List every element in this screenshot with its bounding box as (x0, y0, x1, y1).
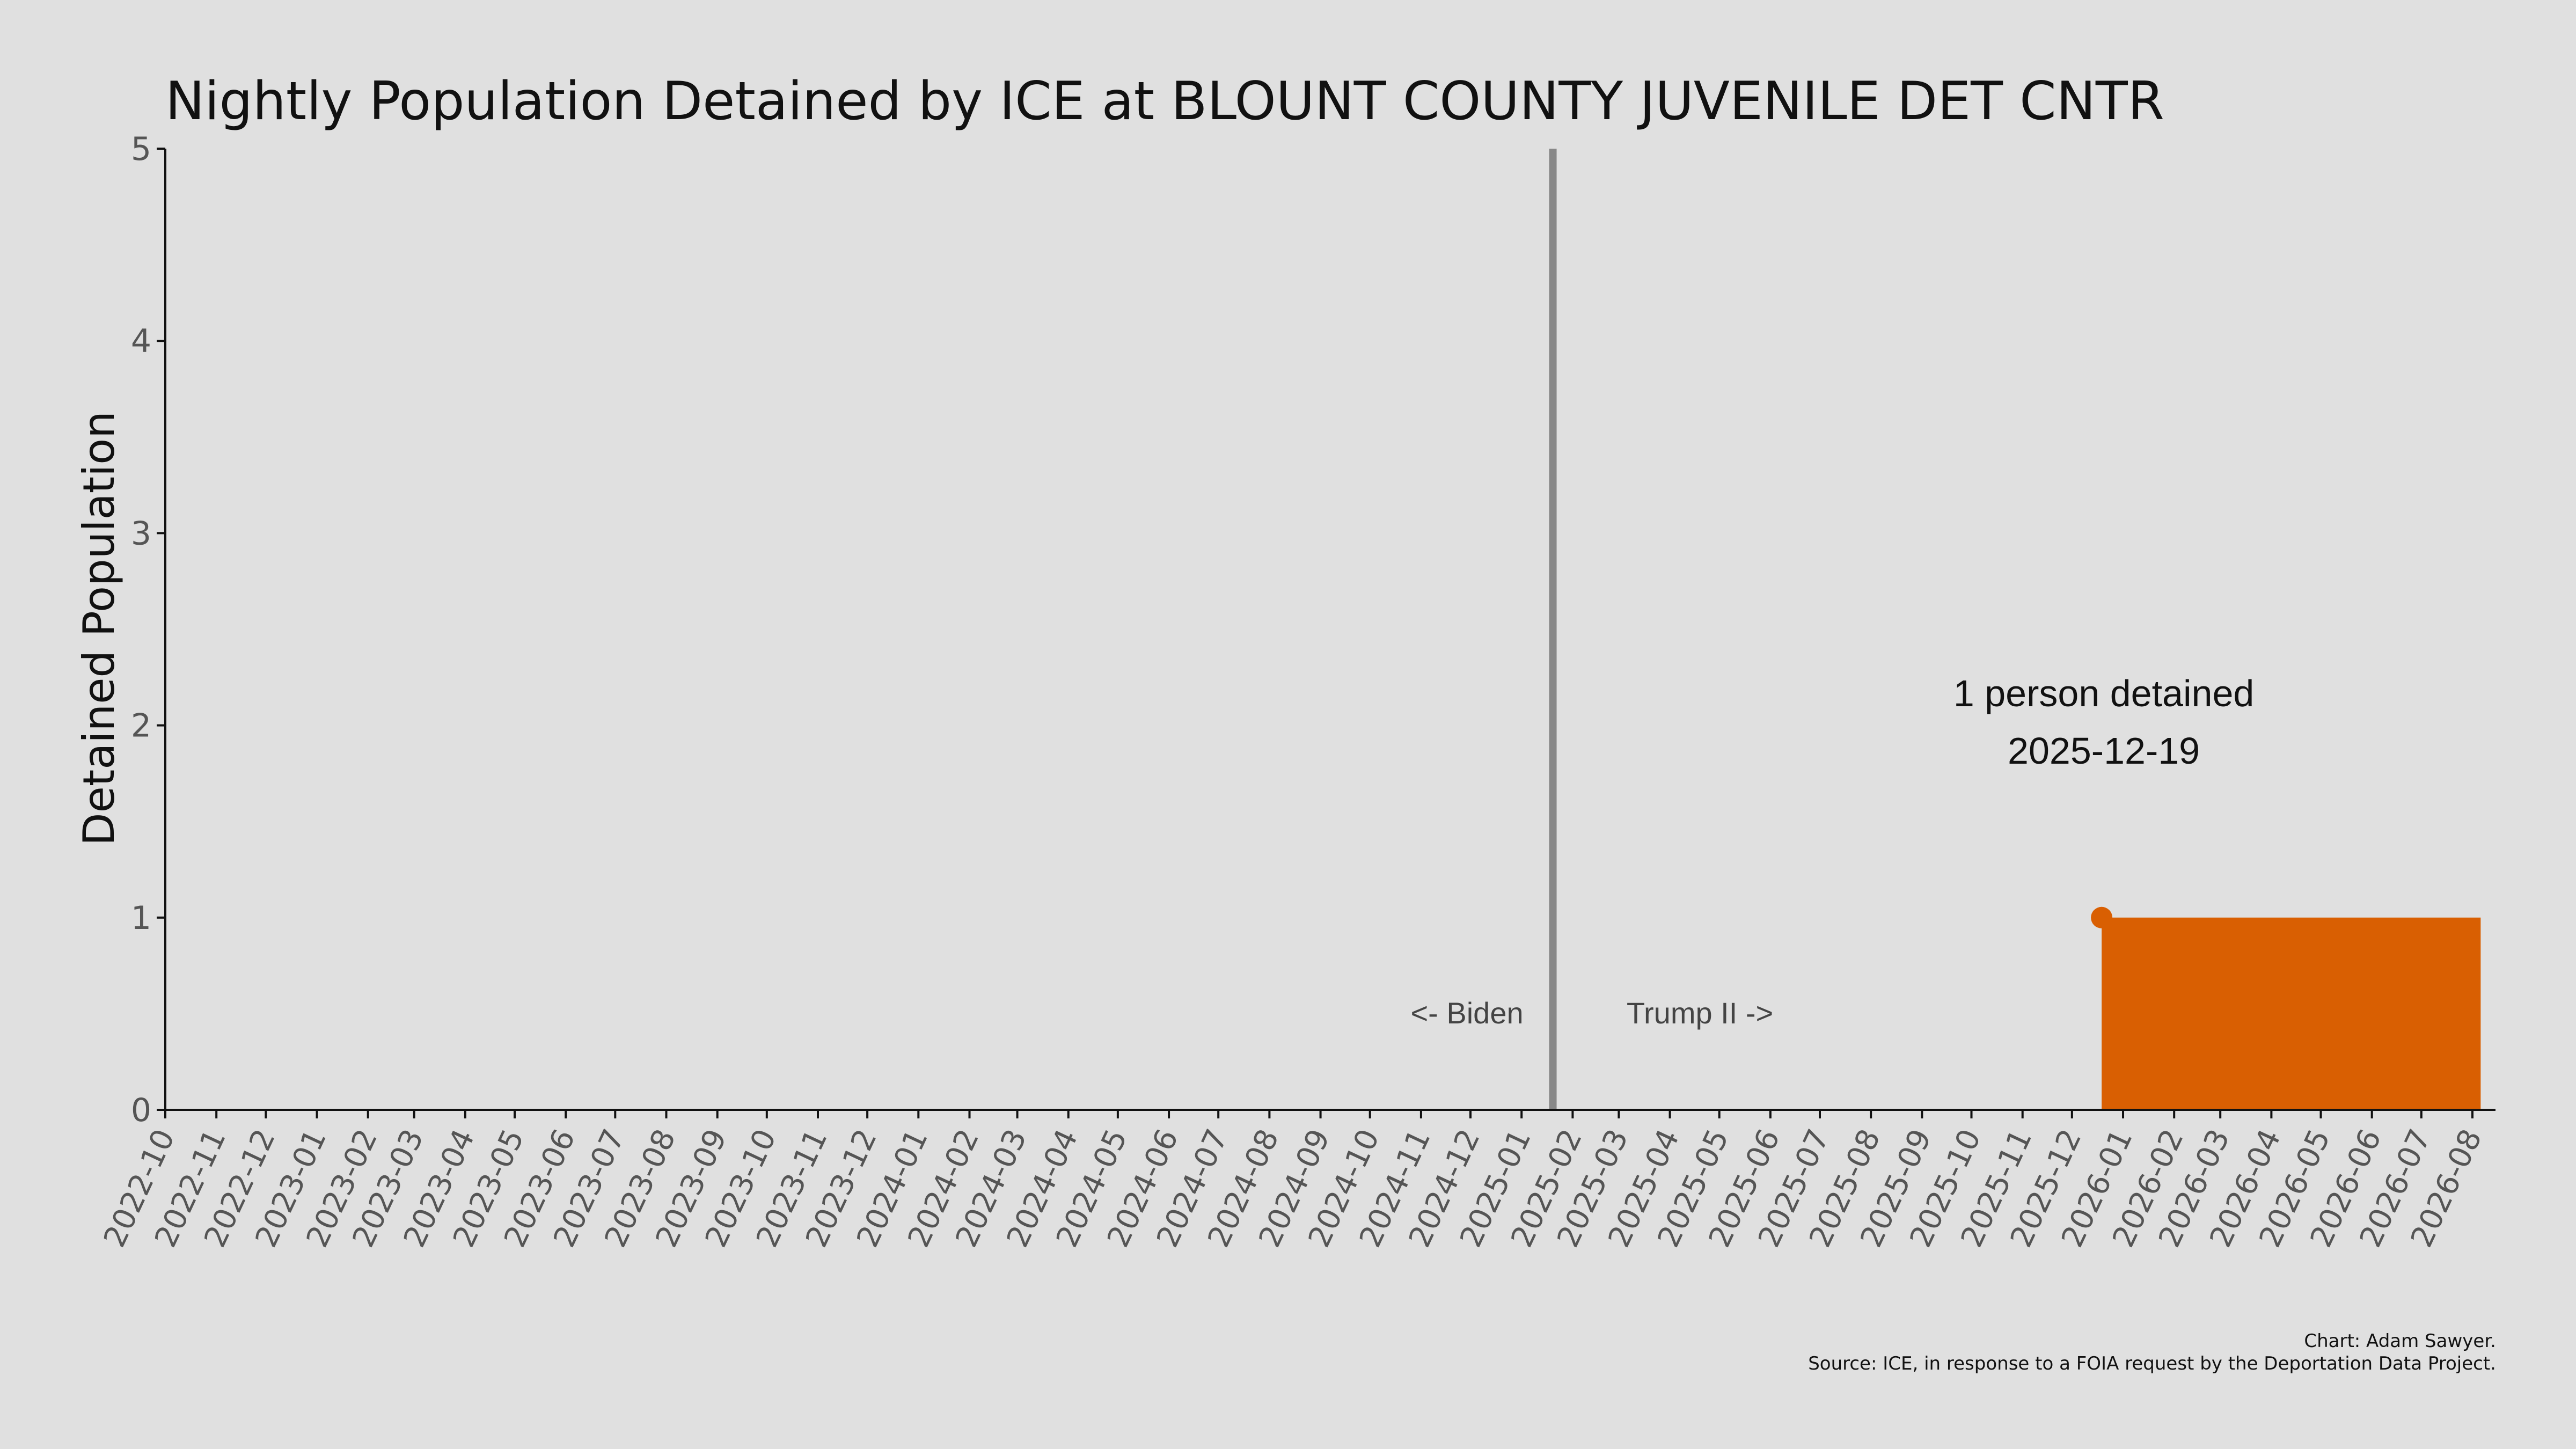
y-tick-label: 1 (131, 899, 151, 937)
highlight-point (2091, 906, 2113, 928)
biden-era-label: <- Biden (1410, 996, 1523, 1030)
y-tick-label: 5 (131, 130, 151, 168)
y-tick-label: 3 (131, 515, 151, 552)
caption-source: Source: ICE, in response to a FOIA reque… (1808, 1353, 2496, 1374)
chart-title: Nightly Population Detained by ICE at BL… (165, 71, 2164, 132)
annotation-date: 2025-12-19 (2008, 730, 2200, 772)
plot-area: 0123452022-102022-112022-122023-012023-0… (97, 130, 2496, 1253)
y-tick-label: 0 (131, 1092, 151, 1129)
caption-credit: Chart: Adam Sawyer. (2304, 1330, 2496, 1352)
y-tick-label: 2 (131, 707, 151, 745)
trump-era-label: Trump II -> (1627, 996, 1773, 1030)
series-area-0 (2102, 917, 2481, 1110)
y-tick-label: 4 (131, 323, 151, 360)
annotation-count: 1 person detained (1953, 672, 2254, 714)
y-axis-label: Detained Population (74, 411, 124, 846)
